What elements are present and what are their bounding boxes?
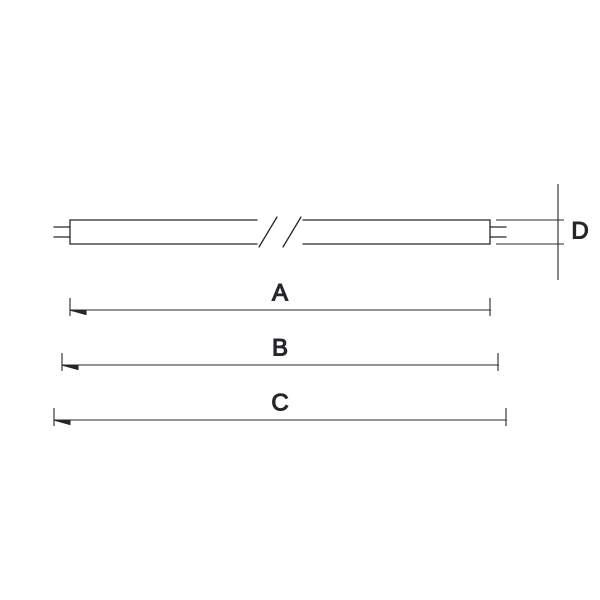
dimension-c: C: [54, 389, 506, 426]
tube-dimensional-drawing: A B C D: [0, 0, 600, 600]
dimension-b-label: B: [272, 334, 288, 361]
tube-body: [54, 217, 506, 247]
dimension-d-label: D: [571, 217, 588, 244]
dimension-d: D: [496, 184, 589, 280]
dimension-b: B: [62, 334, 498, 371]
dimension-c-label: C: [271, 389, 288, 416]
dimension-a: A: [70, 279, 490, 316]
dimension-a-label: A: [272, 279, 288, 306]
